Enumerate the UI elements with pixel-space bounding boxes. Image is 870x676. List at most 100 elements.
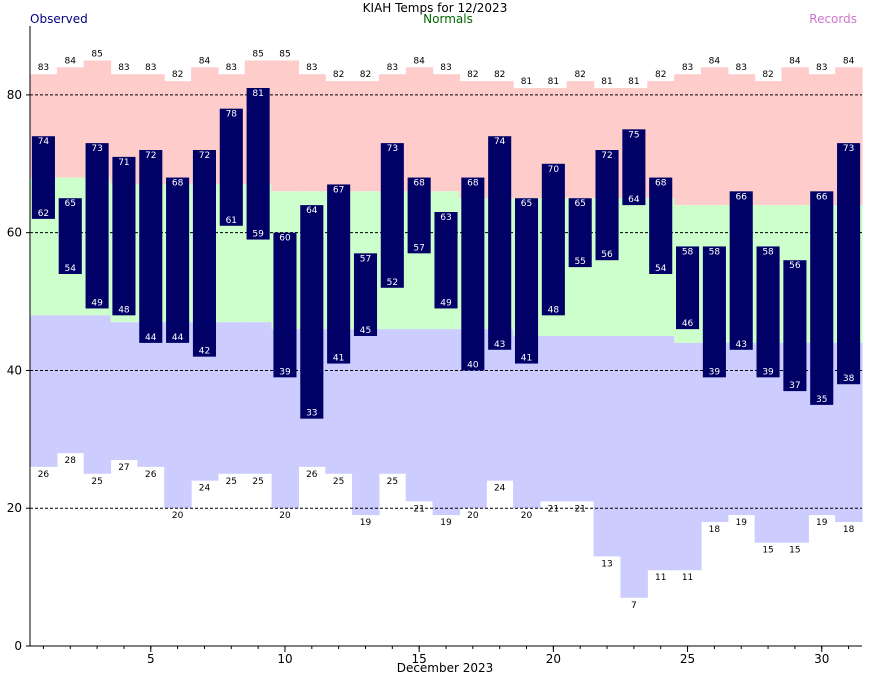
observed-high-label: 68: [172, 179, 184, 189]
record-low-label: 28: [65, 456, 77, 466]
observed-low-label: 45: [360, 326, 371, 336]
observed-bar: [837, 143, 861, 385]
observed-low-label: 35: [816, 395, 827, 405]
record-high-band: [271, 60, 299, 192]
record-low-label: 21: [548, 504, 559, 514]
observed-low-label: 43: [735, 340, 746, 350]
record-high-label: 83: [735, 63, 746, 73]
record-low-label: 21: [413, 504, 424, 514]
record-high-label: 82: [172, 70, 183, 80]
observed-high-label: 65: [65, 199, 76, 209]
observed-high-label: 57: [360, 254, 371, 264]
record-low-label: 25: [252, 477, 263, 487]
record-high-label: 84: [413, 56, 425, 66]
record-high-band: [566, 81, 595, 199]
observed-high-label: 65: [574, 199, 585, 209]
record-high-label: 81: [601, 77, 612, 87]
record-low-band: [137, 322, 165, 467]
observed-high-label: 73: [843, 144, 854, 154]
observed-bar: [756, 246, 780, 378]
observed-low-label: 42: [199, 347, 210, 357]
record-high-label: 83: [145, 63, 156, 73]
observed-bar: [541, 163, 565, 316]
record-low-band: [164, 322, 192, 509]
observed-low-label: 43: [494, 340, 505, 350]
x-tick-label: 30: [814, 652, 829, 666]
record-low-band: [352, 329, 380, 516]
observed-bar: [139, 150, 163, 343]
record-low-label: 11: [682, 573, 693, 583]
observed-low-label: 46: [682, 319, 694, 329]
normal-band: [620, 198, 648, 336]
record-low-label: 13: [601, 559, 612, 569]
record-high-label: 82: [655, 70, 666, 80]
record-high-label: 84: [65, 56, 77, 66]
record-high-label: 85: [252, 49, 263, 59]
record-low-band: [647, 336, 675, 571]
observed-bar: [514, 198, 539, 364]
record-low-label: 25: [226, 477, 237, 487]
observed-high-label: 64: [306, 206, 318, 216]
observed-low-label: 48: [118, 305, 130, 315]
record-low-label: 11: [655, 573, 666, 583]
observed-high-label: 66: [816, 192, 828, 202]
chart-title: KIAH Temps for 12/2023: [363, 1, 508, 15]
observed-bar: [112, 156, 136, 316]
record-low-band: [620, 336, 648, 598]
record-low-band: [513, 336, 541, 509]
record-high-label: 82: [762, 70, 773, 80]
record-low-label: 19: [440, 518, 452, 528]
x-tick-label: 15: [412, 652, 427, 666]
legend-normals: Normals: [423, 12, 473, 26]
observed-low-label: 64: [628, 195, 640, 205]
observed-bar: [461, 177, 485, 371]
record-high-label: 81: [548, 77, 559, 87]
observed-low-label: 54: [65, 264, 77, 274]
record-low-label: 18: [843, 525, 855, 535]
observed-high-label: 68: [413, 179, 425, 189]
record-low-band: [593, 336, 622, 557]
record-high-band: [405, 67, 434, 192]
observed-low-label: 56: [601, 250, 613, 260]
record-high-band: [781, 67, 809, 206]
record-low-label: 21: [574, 504, 585, 514]
observed-high-label: 73: [91, 144, 102, 154]
record-low-band: [378, 329, 407, 474]
legend-records: Records: [809, 12, 857, 26]
record-low-label: 20: [521, 511, 533, 521]
record-low-label: 24: [199, 484, 211, 494]
observed-low-label: 49: [91, 298, 103, 308]
label-layer: 74 62 83 26 65 54 84 28 73 49 85 25 71 48 83 27 72 44 83 26…: [38, 49, 855, 610]
observed-high-label: 71: [118, 158, 129, 168]
observed-low-label: 33: [306, 409, 317, 419]
y-tick-label: 40: [7, 363, 22, 377]
record-low-band: [432, 329, 461, 516]
observed-low-label: 44: [172, 333, 184, 343]
observed-bar: [327, 184, 351, 364]
record-low-band: [539, 336, 568, 502]
x-axis-label: December 2023: [397, 661, 494, 675]
observed-high-label: 75: [628, 130, 639, 140]
observed-high-label: 81: [252, 89, 263, 99]
record-high-label: 84: [843, 56, 855, 66]
record-high-label: 83: [387, 63, 398, 73]
record-high-label: 83: [816, 63, 827, 73]
x-tick-label: 10: [277, 652, 292, 666]
observed-bar-layer: [31, 88, 861, 419]
record-high-label: 85: [279, 49, 290, 59]
record-low-label: 20: [467, 511, 479, 521]
record-low-band: [566, 336, 595, 502]
observed-high-label: 58: [682, 247, 694, 257]
observed-high-label: 60: [279, 234, 291, 244]
record-low-label: 18: [709, 525, 721, 535]
observed-high-label: 63: [440, 213, 451, 223]
observed-low-label: 52: [387, 278, 398, 288]
record-high-band: [56, 67, 85, 178]
observed-low-label: 40: [467, 360, 479, 370]
record-low-label: 19: [735, 518, 747, 528]
observed-low-label: 38: [843, 374, 855, 384]
observed-bar: [676, 246, 700, 330]
observed-bar: [729, 191, 753, 350]
record-low-band: [30, 315, 58, 467]
